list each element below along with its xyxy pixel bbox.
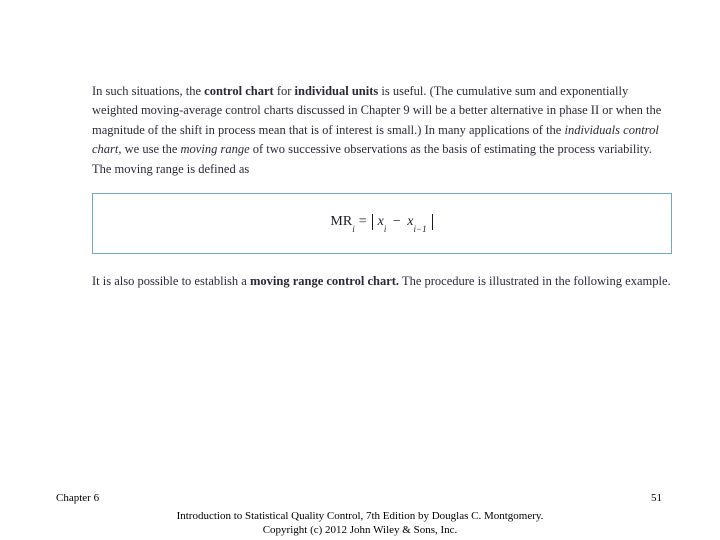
p1-text: In such situations, the (92, 84, 204, 98)
formula-mr: MR (330, 214, 352, 229)
paragraph-1: In such situations, the control chart fo… (92, 82, 672, 179)
p2-text: It is also possible to establish a (92, 274, 250, 288)
formula-rhs: xi − xi−1 (378, 214, 427, 231)
formula-sub-i: i (352, 224, 355, 234)
formula-x1-sub: i (384, 224, 387, 234)
formula-box: MRi = xi − xi−1 (92, 193, 672, 254)
formula-x1: x (378, 214, 384, 229)
formula-x2-sub: i−1 (414, 224, 427, 234)
formula-lhs: MRi (330, 214, 354, 231)
citation-line1: Introduction to Statistical Quality Cont… (177, 510, 544, 522)
footer-citation: Introduction to Statistical Quality Cont… (0, 510, 720, 538)
moving-range-formula: MRi = xi − xi−1 (330, 214, 433, 231)
footer-page-number: 51 (651, 492, 662, 504)
formula-x2: x (407, 214, 413, 229)
abs-bar-left (372, 214, 373, 230)
p2-text: The procedure is illustrated in the foll… (399, 274, 671, 288)
main-content: In such situations, the control chart fo… (92, 82, 672, 291)
p1-italic-moving-range: moving range (181, 142, 250, 156)
p1-bold-control-chart: control chart (204, 84, 274, 98)
p1-text: we use the (122, 142, 181, 156)
paragraph-2: It is also possible to establish a movin… (92, 272, 672, 291)
p2-bold-moving-range-chart: moving range control chart. (250, 274, 399, 288)
footer-chapter: Chapter 6 (56, 492, 99, 504)
p1-text: for (274, 84, 295, 98)
formula-minus: − (393, 214, 401, 229)
p1-bold-individual-units: individual units (295, 84, 379, 98)
citation-line2: Copyright (c) 2012 John Wiley & Sons, In… (263, 524, 458, 536)
abs-bar-right (432, 214, 433, 230)
formula-equals: = (359, 214, 367, 230)
